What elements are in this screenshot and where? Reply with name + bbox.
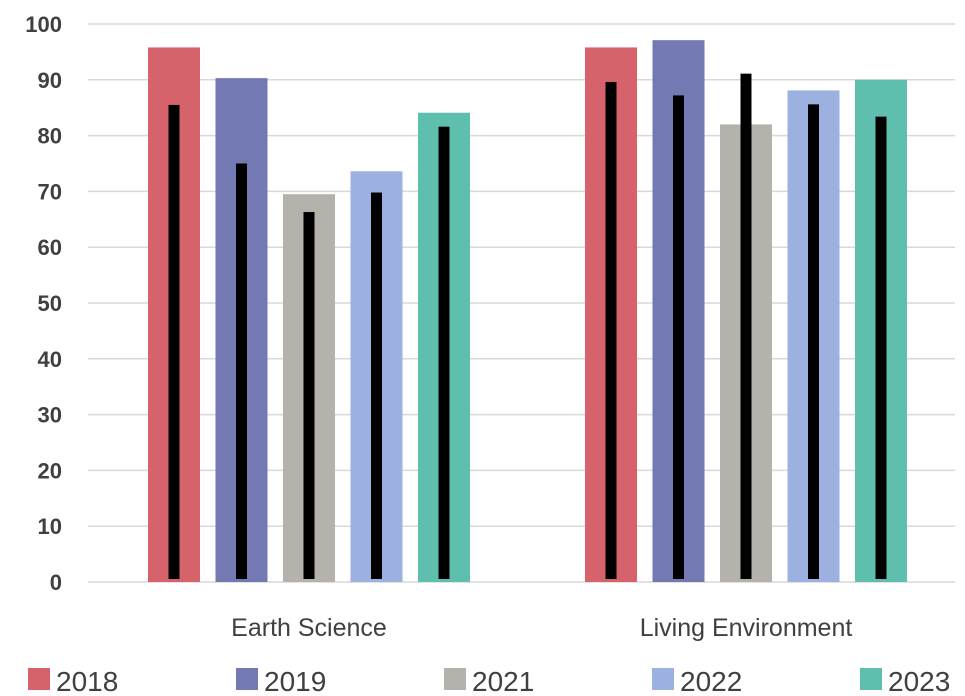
marker-bar-2018-earth-science xyxy=(168,104,180,579)
y-axis-tick-labels: 0 10 20 30 40 50 60 70 80 90 100 xyxy=(25,12,62,595)
legend-swatch xyxy=(236,668,258,690)
legend-item-2018: 2018 xyxy=(28,666,118,696)
y-tick-label: 100 xyxy=(25,12,62,37)
x-category-label: Living Environment xyxy=(640,614,853,642)
legend-label: 2022 xyxy=(680,666,742,696)
marker-bar-2019-earth-science xyxy=(236,163,247,579)
y-tick-label: 90 xyxy=(38,68,62,93)
legend-label: 2023 xyxy=(888,666,950,696)
marker-bar-2018-living-environment xyxy=(605,82,617,580)
y-tick-label: 20 xyxy=(38,458,62,483)
marker-bar-2022-living-environment xyxy=(808,104,819,580)
y-tick-label: 50 xyxy=(38,291,62,316)
x-axis-category-labels: Earth Science Living Environment xyxy=(231,614,852,642)
marker-bar-2022-earth-science xyxy=(371,192,382,580)
legend-item-2019: 2019 xyxy=(236,666,326,696)
legend-label: 2019 xyxy=(264,666,326,696)
marker-bar-2021-earth-science xyxy=(303,212,315,579)
legend-item-2023: 2023 xyxy=(860,666,950,696)
legend-item-2021: 2021 xyxy=(444,666,534,696)
y-tick-label: 60 xyxy=(38,235,62,260)
legend-label: 2021 xyxy=(472,666,534,696)
marker-bars xyxy=(168,73,887,580)
marker-bar-2021-living-environment xyxy=(740,73,752,580)
legend-swatch xyxy=(860,668,882,690)
legend: 2018 2019 2021 2022 2023 xyxy=(28,666,950,696)
marker-bar-2023-living-environment xyxy=(875,116,887,580)
y-tick-label: 0 xyxy=(50,570,62,595)
x-category-label: Earth Science xyxy=(231,614,387,642)
bars xyxy=(148,40,907,583)
y-tick-label: 40 xyxy=(38,347,62,372)
y-tick-label: 80 xyxy=(38,124,62,149)
y-tick-label: 10 xyxy=(38,514,62,539)
legend-swatch xyxy=(652,668,674,690)
legend-label: 2018 xyxy=(56,666,118,696)
legend-item-2022: 2022 xyxy=(652,666,742,696)
marker-bar-2019-living-environment xyxy=(673,95,684,579)
y-tick-label: 70 xyxy=(38,179,62,204)
legend-swatch xyxy=(28,668,50,690)
marker-bar-2023-earth-science xyxy=(438,126,450,579)
y-tick-label: 30 xyxy=(38,403,62,428)
legend-swatch xyxy=(444,668,466,690)
